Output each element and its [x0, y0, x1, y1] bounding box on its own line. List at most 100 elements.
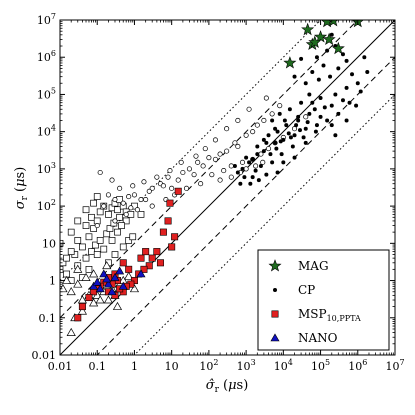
msp-10-ppta-open-point: [88, 213, 95, 221]
cp-point: [235, 170, 240, 175]
cp-open-point: [224, 126, 230, 132]
nano-point: [115, 266, 125, 275]
cp-point: [244, 155, 249, 160]
cp-point: [261, 149, 266, 154]
msp-10-ppta-open-point: [108, 237, 116, 244]
msp-10-ppta-point: [168, 243, 176, 251]
cp-point: [340, 98, 345, 103]
cp-point: [333, 133, 338, 138]
nano-point: [92, 277, 102, 286]
cp-open-point: [183, 185, 190, 191]
reference-line-dotted-4: [60, 20, 322, 281]
x-tick-label: 102: [199, 358, 218, 373]
cp-open-point: [128, 205, 134, 211]
cp-open-point: [195, 159, 201, 165]
msp-10-ppta-point: [153, 248, 161, 256]
msp-10-ppta-open-point: [60, 259, 67, 267]
cp-point: [325, 118, 330, 123]
cp-open-point: [193, 153, 199, 159]
msp-10-ppta-point: [78, 303, 86, 311]
cp-point: [310, 70, 315, 75]
legend-label: NANO: [298, 331, 338, 345]
cp-open-point: [109, 177, 115, 183]
cp-point: [288, 135, 293, 140]
msp-10-ppta-point: [164, 217, 172, 225]
cp-point: [296, 114, 301, 119]
msp-10-ppta-open-point: [88, 248, 95, 255]
cp-open-point: [105, 192, 111, 198]
y-axis-label: σr (μs): [13, 167, 30, 210]
cp-point: [299, 56, 304, 61]
cp-open-point: [149, 185, 155, 191]
msp-10-ppta-point: [145, 262, 153, 270]
cp-open-point: [269, 111, 275, 117]
msp-10-ppta-open-point: [74, 217, 82, 225]
cp-open-point: [126, 194, 132, 200]
cp-point: [270, 118, 275, 123]
x-tick-label: 0.1: [88, 360, 106, 373]
cp-point: [344, 118, 349, 123]
nano-open-point: [103, 295, 114, 304]
nano-point: [110, 273, 120, 281]
y-tick-label: 1: [49, 275, 56, 288]
legend-label: MSP10,PPTA: [298, 307, 361, 323]
msp-10-ppta-open-point: [122, 217, 130, 225]
cp-open-point: [186, 166, 192, 172]
cp-open-point: [191, 172, 197, 178]
cp-point: [314, 123, 319, 128]
cp-open-point: [97, 169, 103, 176]
msp-10-ppta-point: [171, 233, 179, 241]
cp-point: [275, 129, 280, 134]
cp-open-point: [175, 177, 181, 183]
x-tick-label: 107: [385, 358, 404, 373]
cp-point: [329, 123, 334, 128]
cp-open-point: [263, 95, 269, 101]
cp-open-point: [178, 159, 184, 165]
nano-point: [118, 281, 128, 290]
y-tick-label: 10: [42, 237, 56, 250]
cp-point: [325, 48, 330, 53]
cp-point: [365, 70, 370, 75]
cp-open-point: [165, 174, 171, 180]
msp-10-ppta-open-point: [63, 254, 70, 262]
legend-label: CP: [298, 283, 315, 297]
cp-point: [238, 181, 243, 186]
msp-10-ppta-open-point: [114, 228, 121, 236]
cp-point: [328, 74, 333, 79]
nano-open-point: [66, 287, 76, 296]
cp-point: [248, 181, 253, 186]
msp-10-ppta-point: [174, 187, 182, 195]
y-tick-label: 0.01: [32, 349, 57, 362]
cp-open-point: [265, 146, 272, 152]
cp-point: [255, 152, 260, 157]
reference-line-solid-0: [60, 20, 395, 355]
reference-line-dotted-3: [133, 94, 395, 355]
msp-10-ppta-open-point: [93, 217, 101, 225]
nano-open-point: [129, 284, 140, 293]
cp-point: [292, 74, 297, 79]
cp-point: [333, 92, 338, 97]
cp-open-point: [206, 155, 212, 161]
cp-point: [297, 128, 302, 133]
msp-10-ppta-open-point: [125, 237, 133, 244]
cp-point: [281, 160, 286, 165]
cp-open-point: [112, 218, 118, 224]
cp-point: [279, 152, 284, 157]
y-tick-label: 107: [37, 12, 56, 27]
cp-point: [256, 178, 261, 183]
msp-10-ppta-point: [74, 314, 82, 322]
cp-open-point: [228, 163, 234, 169]
cp-point: [318, 96, 323, 101]
cp-open-point: [235, 117, 241, 124]
cp-point: [322, 105, 327, 110]
cp-open-point: [243, 132, 249, 138]
cp-open-point: [250, 129, 256, 135]
cp-point: [310, 100, 315, 105]
y-tick-label: 0.1: [39, 312, 57, 325]
msp-10-ppta-open-point: [100, 245, 108, 253]
cp-open-point: [217, 151, 223, 157]
legend-marker-msp-10-ppta: [271, 310, 279, 318]
cp-open-point: [202, 146, 208, 152]
cp-point: [286, 131, 291, 136]
